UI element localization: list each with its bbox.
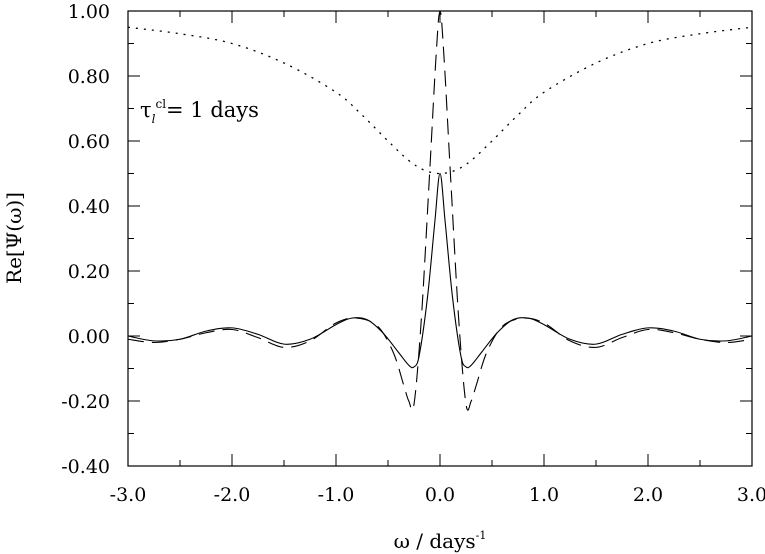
series-line-dashed <box>127 10 753 411</box>
x-tick-label: -1.0 <box>318 484 355 506</box>
y-tick-label: 0.80 <box>68 66 110 88</box>
y-tick-label: 0.40 <box>68 196 110 218</box>
plot-frame <box>127 10 753 467</box>
series-layer <box>127 10 753 411</box>
x-tick-label: -2.0 <box>214 484 251 506</box>
x-tick-label: 3.0 <box>737 484 765 506</box>
tau-annotation: τlcl= 1 days <box>140 97 259 126</box>
x-tick-label: 2.0 <box>633 484 663 506</box>
tau-subscript: l <box>152 112 156 126</box>
tau-value: = 1 days <box>166 98 259 122</box>
y-tick-label: 1.00 <box>68 1 110 23</box>
y-tick-label: -0.40 <box>61 456 110 478</box>
x-tick-label: -3.0 <box>110 484 147 506</box>
series-line-solid <box>127 172 753 369</box>
tau-symbol: τ <box>140 98 152 122</box>
x-axis-label: ω / days-1 <box>394 529 487 553</box>
series-line-dotted <box>127 26 753 175</box>
tick-labels: -0.40 -0.20 0.00 0.20 0.40 0.60 0.80 1.00 -3.0 -2… <box>61 1 765 506</box>
x-axis-label-sup: -1 <box>476 529 487 542</box>
axis-ticks <box>127 10 753 467</box>
y-tick-label: 0.00 <box>68 326 110 348</box>
y-tick-label: 0.20 <box>68 261 110 283</box>
tau-superscript: cl <box>155 97 166 111</box>
y-tick-label: -0.20 <box>61 391 110 413</box>
x-tick-label: 0.0 <box>425 484 455 506</box>
y-tick-label: 0.60 <box>68 131 110 153</box>
x-tick-label: 1.0 <box>529 484 559 506</box>
y-axis-label: Re[Ψ(ω)] <box>2 192 26 284</box>
x-axis-label-main: ω / days <box>394 529 476 553</box>
